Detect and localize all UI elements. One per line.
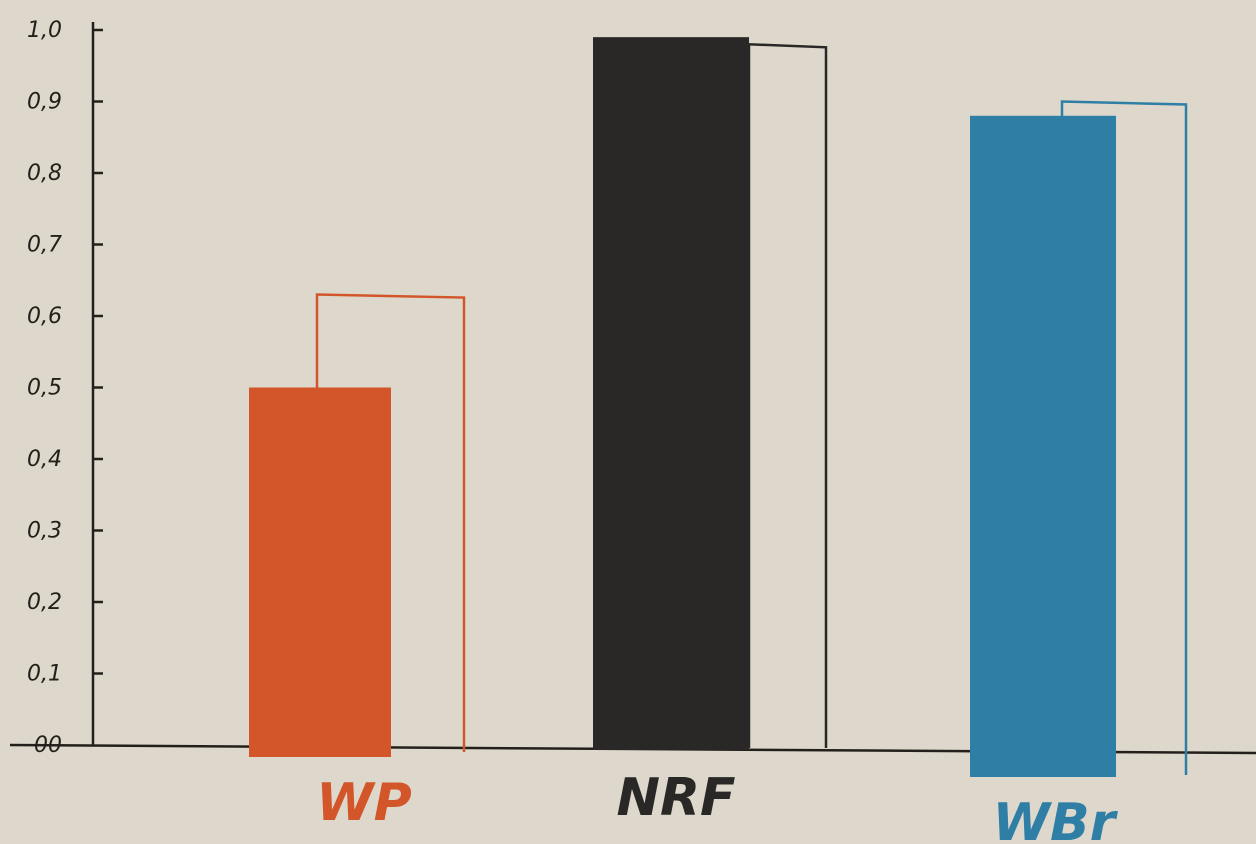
- y-tick-label: 0,5: [27, 376, 62, 401]
- y-tick-label: 0,1: [27, 662, 62, 687]
- y-tick-label: 0,2: [27, 590, 62, 615]
- y-tick-label: 00: [34, 733, 62, 758]
- y-tick-label: 0,6: [27, 304, 62, 329]
- y-tick-label: 0,7: [27, 233, 62, 258]
- y-tick-label: 0,8: [27, 161, 62, 186]
- y-tick-label: 0,4: [27, 447, 62, 472]
- bar-outline-nrf: [747, 43, 828, 748]
- category-label-wbr: WBr: [993, 793, 1119, 844]
- bar-filled-nrf: [593, 37, 749, 750]
- bar-filled-wp: [249, 387, 391, 757]
- category-labels: WP NRF WBr: [316, 768, 1118, 844]
- bar-filled-wbr: [970, 115, 1116, 778]
- y-tick-label: 0,9: [27, 90, 62, 115]
- category-label-nrf: NRF: [616, 768, 735, 828]
- y-tick-label: 0,3: [27, 519, 62, 544]
- y-axis-ticks: 00 0,1 0,2 0,3 0,4 0,5 0,6 0,7 0,8 0,9 1,0: [27, 18, 103, 758]
- y-tick-label: 1,0: [27, 18, 62, 43]
- bars-group: [249, 37, 1188, 778]
- category-label-wp: WP: [316, 773, 411, 833]
